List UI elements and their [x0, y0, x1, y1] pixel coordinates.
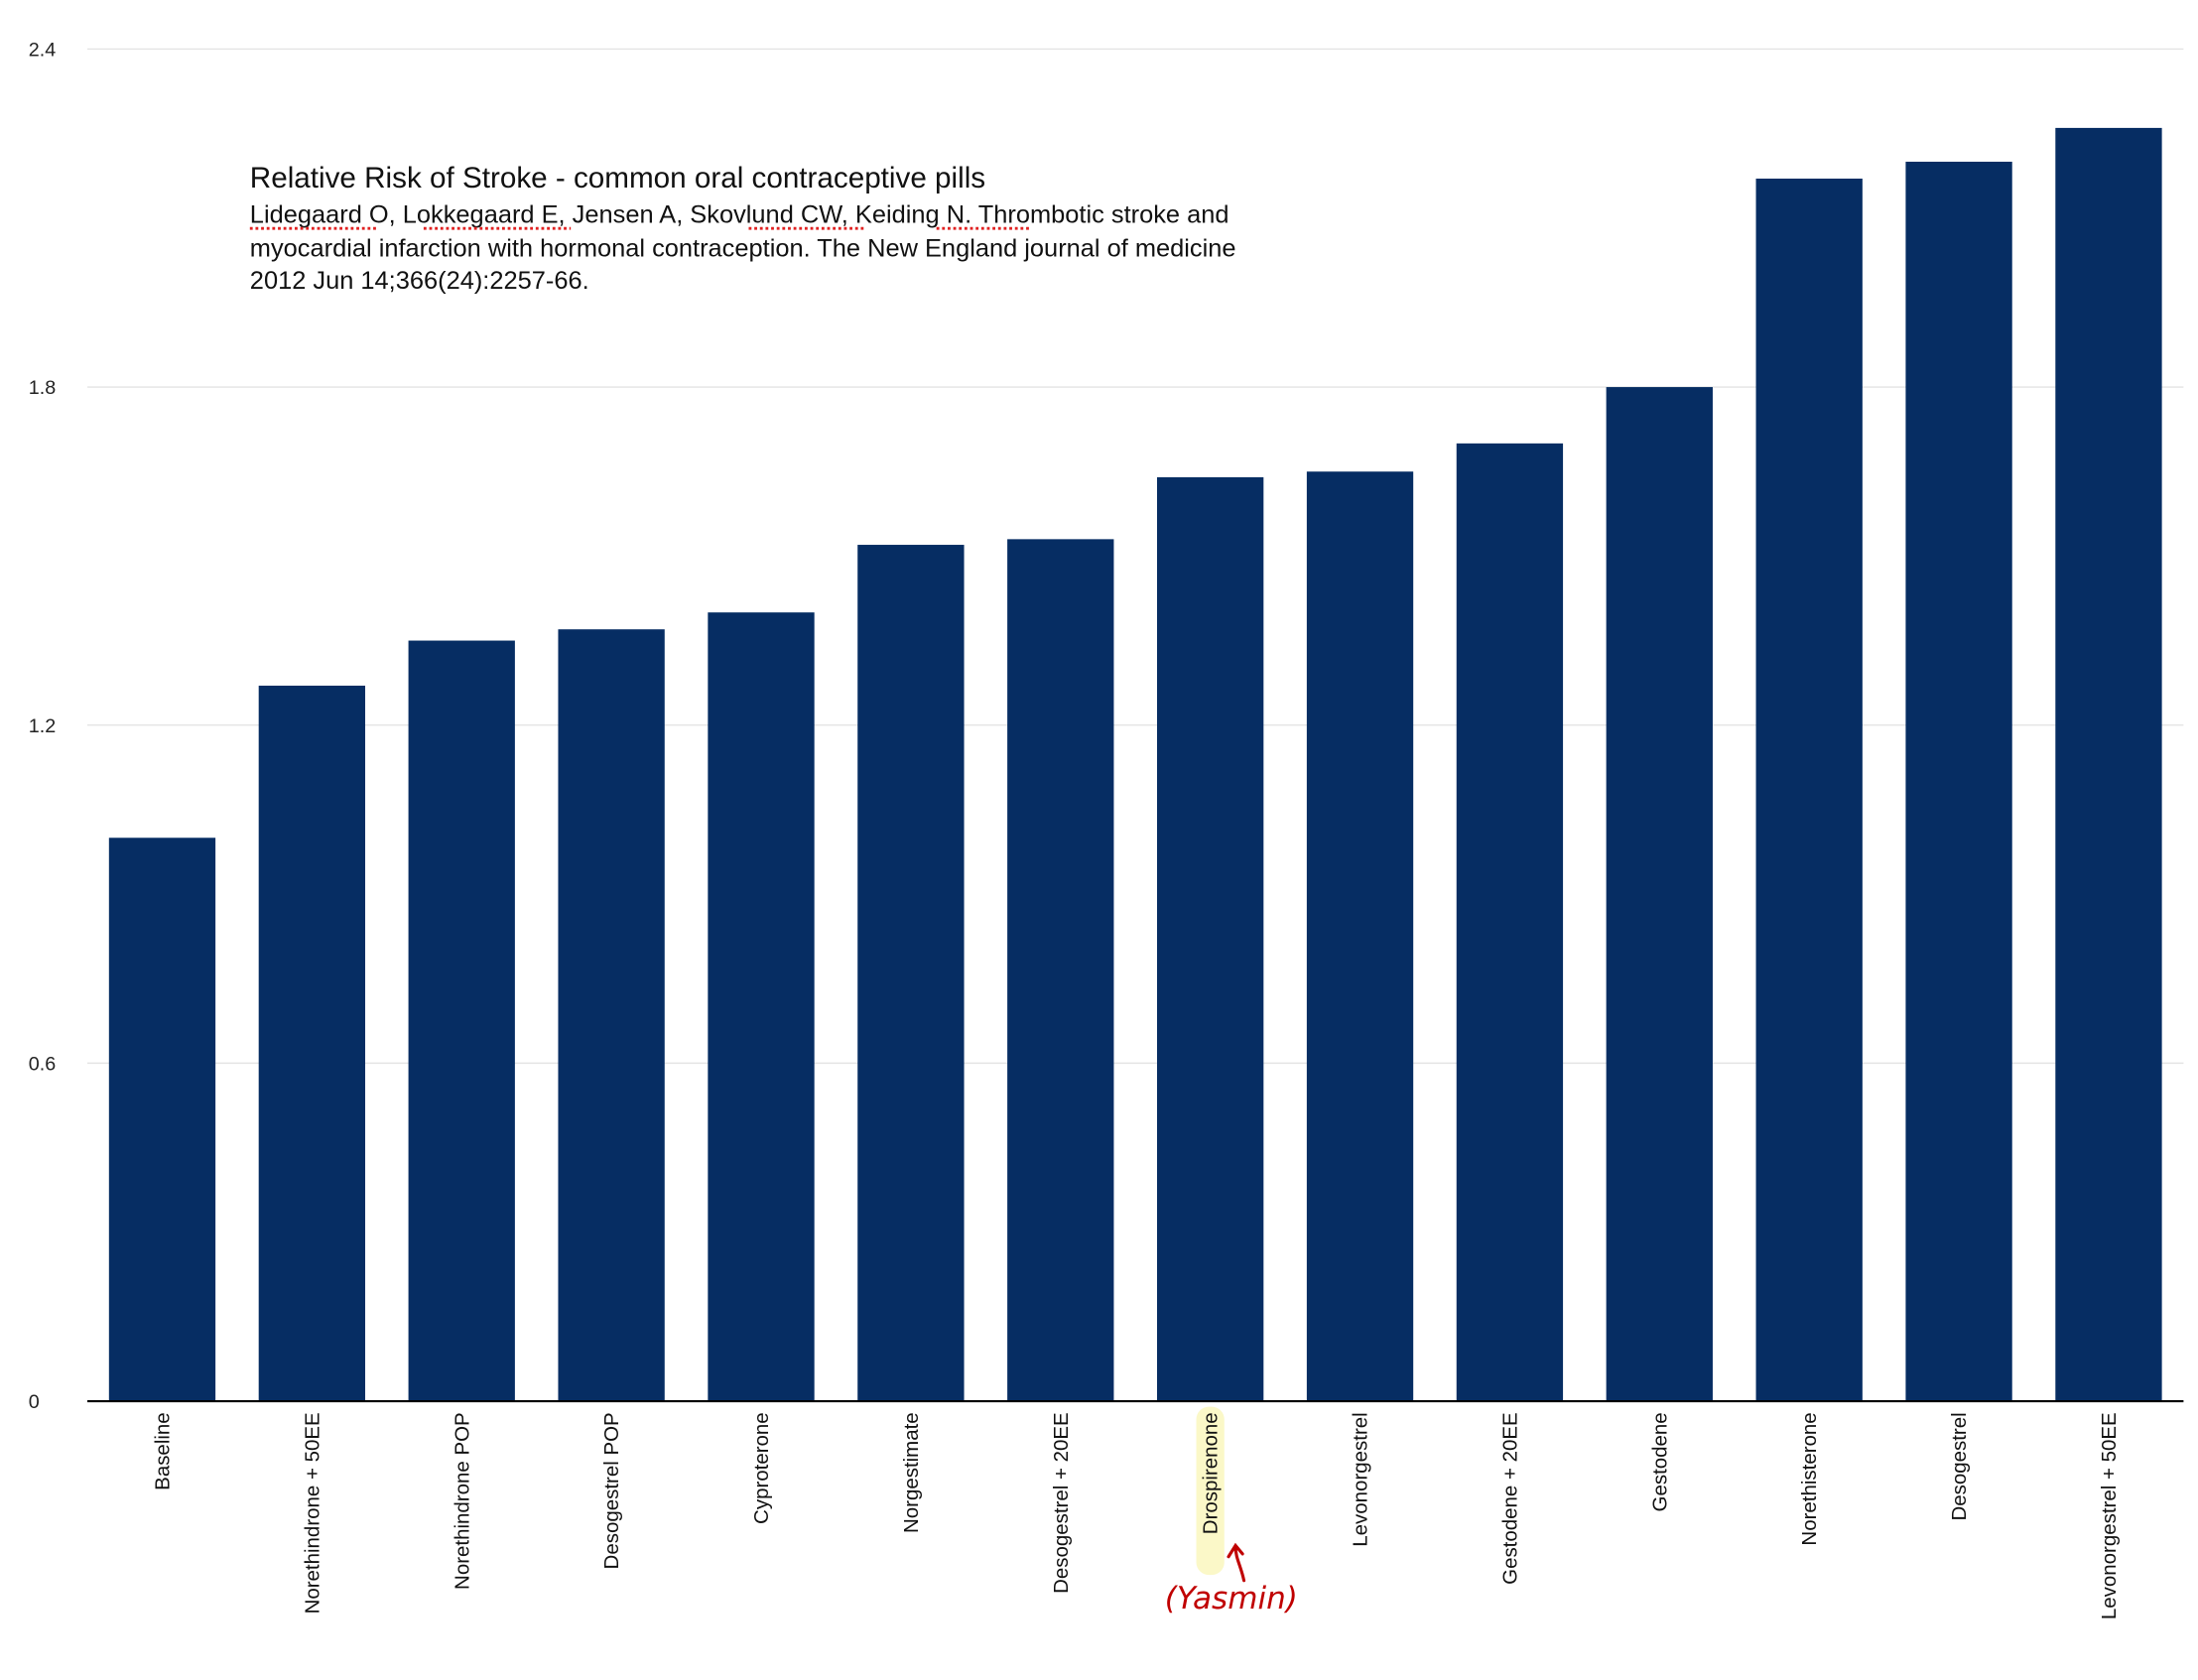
bar: [108, 838, 216, 1402]
y-tick-label: 2.4: [29, 39, 56, 61]
x-tick-label: Levonorgestrel + 50EE: [2098, 1412, 2121, 1619]
bar: [1156, 476, 1264, 1402]
x-axis-labels: Baseline Norethindrone + 50EE Norethindron…: [152, 1406, 2121, 1619]
y-axis-ticks: 0 0.6 1.2 1.8 2.4: [29, 39, 56, 1413]
bar: [408, 640, 515, 1402]
annotation-text: (Yasmin): [1165, 1581, 1298, 1616]
bar: [1306, 471, 1414, 1402]
x-tick-label: Baseline: [152, 1412, 175, 1490]
citation-line-1: Lidegaard O, Lokkegaard E, Jensen A, Sko…: [250, 201, 1229, 229]
citation-line-3: 2012 Jun 14;366(24):2257-66.: [250, 267, 589, 295]
x-tick-label: Gestodene + 20EE: [1498, 1412, 1521, 1585]
annotation: (Yasmin): [1165, 1542, 1298, 1616]
y-tick-label: 0: [29, 1391, 40, 1413]
bar: [1755, 179, 1863, 1402]
bar: [1606, 387, 1713, 1402]
x-tick-label: Norethisterone: [1798, 1412, 1821, 1545]
y-tick-label: 1.8: [29, 377, 56, 399]
x-tick-label: Desogestrel: [1948, 1412, 1971, 1520]
x-tick-label: Norgestimate: [900, 1412, 923, 1533]
bar: [708, 612, 815, 1402]
x-tick-label: Cyproterone: [750, 1412, 773, 1524]
bar: [1007, 539, 1114, 1402]
x-tick-label: Norethindrone POP: [451, 1412, 473, 1590]
y-tick-label: 0.6: [29, 1053, 56, 1075]
citation-line-2: myocardial infarction with hormonal cont…: [250, 234, 1236, 262]
bar: [558, 629, 665, 1402]
bar: [258, 685, 366, 1402]
bar: [1456, 443, 1564, 1402]
bar: [1905, 161, 2012, 1402]
x-tick-label: Levonorgestrel: [1350, 1412, 1372, 1546]
x-tick-label: Desogestrel POP: [600, 1412, 623, 1569]
bar: [2055, 127, 2162, 1402]
y-tick-label: 1.2: [29, 715, 56, 737]
x-tick-label: Gestodene: [1648, 1412, 1671, 1511]
chart-title: Relative Risk of Stroke - common oral co…: [250, 162, 985, 194]
bar: [857, 545, 965, 1402]
arrow-icon: [1227, 1542, 1246, 1583]
chart-title-block: Relative Risk of Stroke - common oral co…: [250, 162, 1236, 295]
bars: [108, 127, 2162, 1402]
x-tick-label: Norethindrone + 50EE: [301, 1412, 323, 1614]
label-highlight: [1196, 1406, 1225, 1576]
x-tick-label: Desogestrel + 20EE: [1050, 1412, 1073, 1594]
x-tick-label: Drospirenone: [1200, 1412, 1223, 1534]
